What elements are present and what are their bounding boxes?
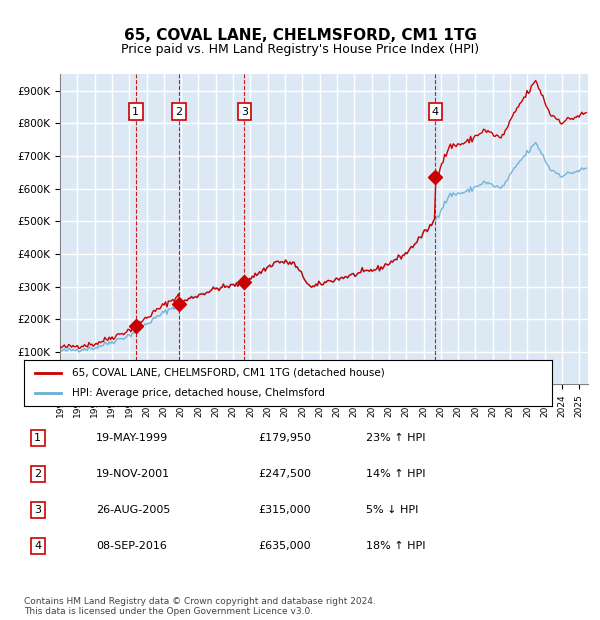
Text: £315,000: £315,000 (259, 505, 311, 515)
Text: 4: 4 (34, 541, 41, 551)
Text: 3: 3 (241, 107, 248, 117)
Text: 23% ↑ HPI: 23% ↑ HPI (366, 433, 426, 443)
Text: 2: 2 (176, 107, 182, 117)
Text: 18% ↑ HPI: 18% ↑ HPI (366, 541, 426, 551)
Text: 5% ↓ HPI: 5% ↓ HPI (366, 505, 419, 515)
Text: 3: 3 (34, 505, 41, 515)
Text: 26-AUG-2005: 26-AUG-2005 (96, 505, 170, 515)
Text: £179,950: £179,950 (258, 433, 311, 443)
Text: HPI: Average price, detached house, Chelmsford: HPI: Average price, detached house, Chel… (71, 388, 325, 398)
Text: 65, COVAL LANE, CHELMSFORD, CM1 1TG (detached house): 65, COVAL LANE, CHELMSFORD, CM1 1TG (det… (71, 368, 384, 378)
Text: 65, COVAL LANE, CHELMSFORD, CM1 1TG: 65, COVAL LANE, CHELMSFORD, CM1 1TG (124, 28, 476, 43)
Text: £635,000: £635,000 (259, 541, 311, 551)
Text: £247,500: £247,500 (258, 469, 311, 479)
Text: Contains HM Land Registry data © Crown copyright and database right 2024.: Contains HM Land Registry data © Crown c… (24, 598, 376, 606)
Text: 19-NOV-2001: 19-NOV-2001 (96, 469, 170, 479)
Text: This data is licensed under the Open Government Licence v3.0.: This data is licensed under the Open Gov… (24, 607, 313, 616)
Text: 14% ↑ HPI: 14% ↑ HPI (366, 469, 426, 479)
Text: 19-MAY-1999: 19-MAY-1999 (96, 433, 168, 443)
Text: 08-SEP-2016: 08-SEP-2016 (96, 541, 167, 551)
Text: Price paid vs. HM Land Registry's House Price Index (HPI): Price paid vs. HM Land Registry's House … (121, 43, 479, 56)
Text: 1: 1 (133, 107, 139, 117)
Text: 4: 4 (432, 107, 439, 117)
Text: 2: 2 (34, 469, 41, 479)
Text: 1: 1 (34, 433, 41, 443)
